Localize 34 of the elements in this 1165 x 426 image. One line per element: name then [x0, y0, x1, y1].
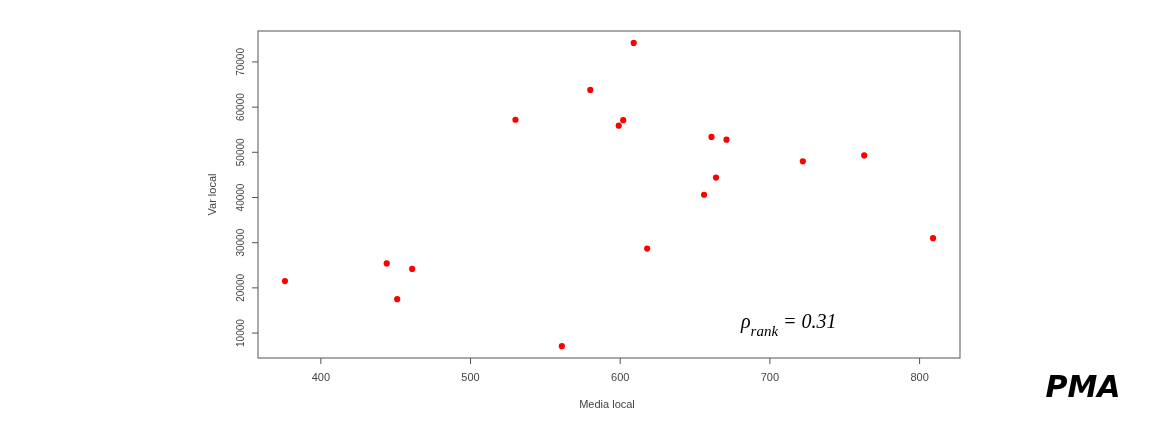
y-tick-label: 20000 [235, 273, 246, 302]
y-tick-label: 10000 [235, 318, 246, 347]
annotation: ρ$_{rank}$ = 0.31 [740, 310, 837, 339]
y-tick-label: 50000 [235, 137, 246, 167]
y-tick-label: 30000 [235, 228, 246, 257]
text: PMA [1045, 369, 1121, 404]
x-tick-label: 500 [461, 371, 480, 383]
point [409, 265, 416, 272]
y-tick-label: 60000 [235, 92, 246, 122]
y-tick-label: 70000 [235, 47, 246, 76]
point [799, 158, 806, 165]
x-tick-label: 600 [611, 371, 630, 383]
x-tick-label: 800 [910, 371, 929, 383]
point [615, 122, 622, 129]
point [723, 136, 730, 143]
point [281, 278, 289, 285]
point [644, 245, 651, 252]
point [394, 296, 401, 303]
point [383, 260, 390, 267]
y-axis-title: Var local [206, 173, 218, 216]
point [929, 235, 937, 242]
x-axis-title: Media local [579, 398, 635, 410]
point [630, 39, 637, 47]
point [620, 117, 627, 124]
point [512, 116, 519, 123]
point [587, 86, 594, 94]
point [712, 174, 720, 181]
point [861, 152, 868, 159]
x-tick-label: 700 [760, 371, 780, 383]
point [708, 133, 715, 141]
point [558, 343, 565, 350]
y-tick-label: 40000 [235, 183, 246, 212]
x-tick-label: 400 [311, 371, 331, 383]
point [700, 191, 708, 198]
